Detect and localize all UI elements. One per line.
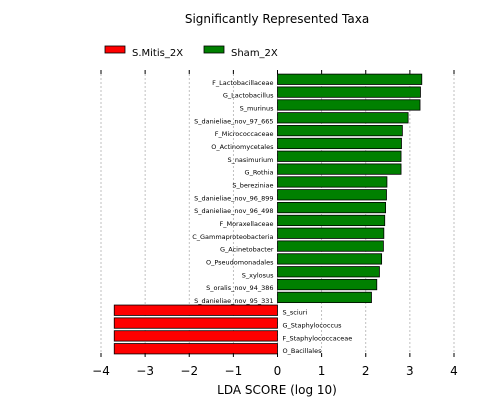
bar-s-danieliae-nov-97-665 — [277, 112, 409, 124]
bar-s-murinus — [277, 99, 421, 111]
bar-label: O_Bacillales — [283, 347, 323, 355]
bar-f-micrococcaceae — [277, 125, 403, 137]
bar-label: F_Micrococcaceae — [215, 130, 274, 138]
x-axis: −4 −3 −2 −1 0 1 2 3 4 — [92, 70, 458, 378]
bar-label: S_nasimurium — [227, 156, 273, 164]
bar-f-moraxellaceae — [277, 214, 386, 227]
bar-o-bacillales — [113, 343, 278, 355]
x-tick-label: −3 — [136, 364, 154, 378]
bar-s-danieliae-nov-96-498 — [277, 201, 387, 214]
bar-label: S_sciuri — [283, 309, 308, 317]
bar-g-acinetobacter — [277, 240, 384, 252]
legend-label: S.Mitis_2X — [132, 48, 183, 59]
bar-s-danieliae-nov-96-899 — [277, 189, 387, 201]
bar-s-bereziniae — [277, 176, 388, 188]
bar-label: S_oralis_nov_94_386 — [206, 284, 273, 292]
bar-c-gammaproteobacteria — [277, 227, 385, 239]
bar-label: S_murinus — [240, 104, 275, 112]
bar-s-xylosus — [277, 266, 380, 278]
bar-label: G_Rothia — [245, 169, 274, 177]
bar-label: S_danieliae_nov_97_665 — [194, 117, 273, 125]
bar-g-staphylococcus — [113, 317, 278, 329]
bar-label: G_Lactobacillus — [223, 92, 274, 100]
x-tick-label: 2 — [362, 364, 370, 378]
bar-label: S_bereziniae — [232, 181, 273, 189]
bar-label: F_Staphylococcaceae — [283, 334, 353, 342]
bar-f-lactobacillaceae — [277, 73, 423, 85]
bar-g-rothia — [277, 163, 402, 175]
bar-o-pseudomonadales — [277, 253, 383, 265]
x-tick-label: −2 — [180, 364, 198, 378]
bar-o-actinomycetales — [277, 137, 402, 150]
legend-label: Sham_2X — [231, 48, 278, 59]
x-axis-label: LDA SCORE (log 10) — [217, 383, 337, 397]
bar-labels: F_Lactobacillaceae G_Lactobacillus S_murin… — [192, 79, 352, 355]
x-tick-label: −1 — [225, 364, 243, 378]
bar-f-staphylococcaceae — [113, 330, 278, 342]
bar-label: S_danieliae_nov_95_331 — [194, 297, 273, 305]
bar-label: O_Pseudomonadales — [206, 258, 274, 266]
bar-label: S_danieliae_nov_96_899 — [194, 194, 273, 202]
chart-title: Significantly Represented Taxa — [185, 12, 369, 26]
legend: S.Mitis_2X Sham_2X — [104, 45, 278, 59]
bar-label: S_danieliae_nov_96_498 — [194, 207, 273, 215]
x-tick-label: −4 — [92, 364, 110, 378]
bar-s-oralis-nov-94-386 — [277, 278, 378, 291]
x-tick-label: 0 — [274, 364, 282, 378]
legend-swatch — [104, 45, 126, 54]
x-tick-label: 3 — [406, 364, 414, 378]
bar-s-nasimurium — [277, 150, 402, 162]
bars — [113, 73, 423, 355]
bar-g-lactobacillus — [277, 86, 421, 98]
bar-s-danieliae-nov-95-331 — [277, 291, 372, 304]
bar-label: G_Acinetobacter — [220, 246, 274, 254]
legend-swatch — [203, 45, 225, 54]
x-tick-label: 1 — [318, 364, 326, 378]
bar-label: F_Lactobacillaceae — [212, 79, 273, 87]
bar-label: O_Actinomycetales — [211, 143, 274, 151]
x-tick-label: 4 — [450, 364, 458, 378]
bar-label: C_Gammaproteobacteria — [192, 233, 273, 241]
bar-label: G_Staphylococcus — [283, 322, 343, 330]
bar-label: F_Moraxellaceae — [219, 220, 273, 228]
bar-label: S_xylosus — [242, 271, 274, 279]
bar-s-sciuri — [113, 304, 278, 316]
